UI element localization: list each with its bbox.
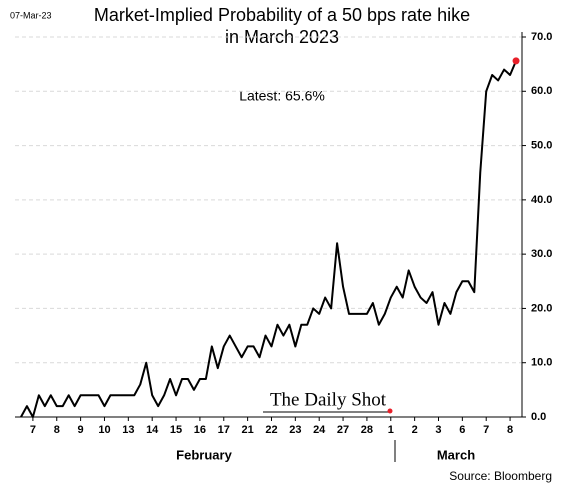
- x-tick-label: 2: [412, 424, 418, 436]
- x-tick-label: 6: [459, 424, 465, 436]
- x-tick-label: 8: [507, 424, 513, 436]
- watermark-dot: [387, 408, 393, 414]
- x-tick-label: 14: [146, 424, 159, 436]
- y-tick-label: 60.0: [531, 85, 552, 97]
- month-label: March: [437, 447, 475, 462]
- y-tick-label: 40.0: [531, 194, 552, 206]
- x-tick-label: 24: [313, 424, 326, 436]
- x-tick-label: 9: [78, 424, 84, 436]
- x-tick-label: 28: [361, 424, 373, 436]
- y-tick-label: 20.0: [531, 302, 552, 314]
- x-tick-label: 3: [435, 424, 441, 436]
- x-tick-label: 22: [265, 424, 277, 436]
- x-tick-label: 8: [54, 424, 60, 436]
- x-tick-label: 16: [194, 424, 206, 436]
- x-tick-label: 15: [170, 424, 182, 436]
- x-tick-label: 27: [337, 424, 349, 436]
- watermark: The Daily Shot: [270, 389, 387, 410]
- x-tick-label: 17: [218, 424, 230, 436]
- y-tick-label: 50.0: [531, 139, 552, 151]
- month-label: February: [176, 447, 232, 462]
- x-tick-label: 21: [241, 424, 253, 436]
- x-tick-label: 23: [289, 424, 301, 436]
- date-stamp: 07-Mar-23: [10, 10, 52, 20]
- latest-point: [512, 57, 520, 65]
- annotation: Latest: 65.6%: [239, 88, 325, 104]
- x-tick-label: 7: [483, 424, 489, 436]
- x-tick-label: 13: [122, 424, 134, 436]
- y-tick-label: 10.0: [531, 357, 552, 369]
- data-line: [20, 60, 517, 418]
- x-tick-label: 1: [388, 424, 394, 436]
- y-tick-label: 30.0: [531, 248, 552, 260]
- chart-title: Market-Implied Probability of a 50 bps r…: [94, 5, 470, 25]
- x-tick-label: 10: [98, 424, 110, 436]
- y-tick-label: 70.0: [531, 31, 552, 43]
- y-tick-label: 0.0: [531, 411, 546, 423]
- x-tick-label: 7: [30, 424, 36, 436]
- source: Source: Bloomberg: [449, 469, 552, 483]
